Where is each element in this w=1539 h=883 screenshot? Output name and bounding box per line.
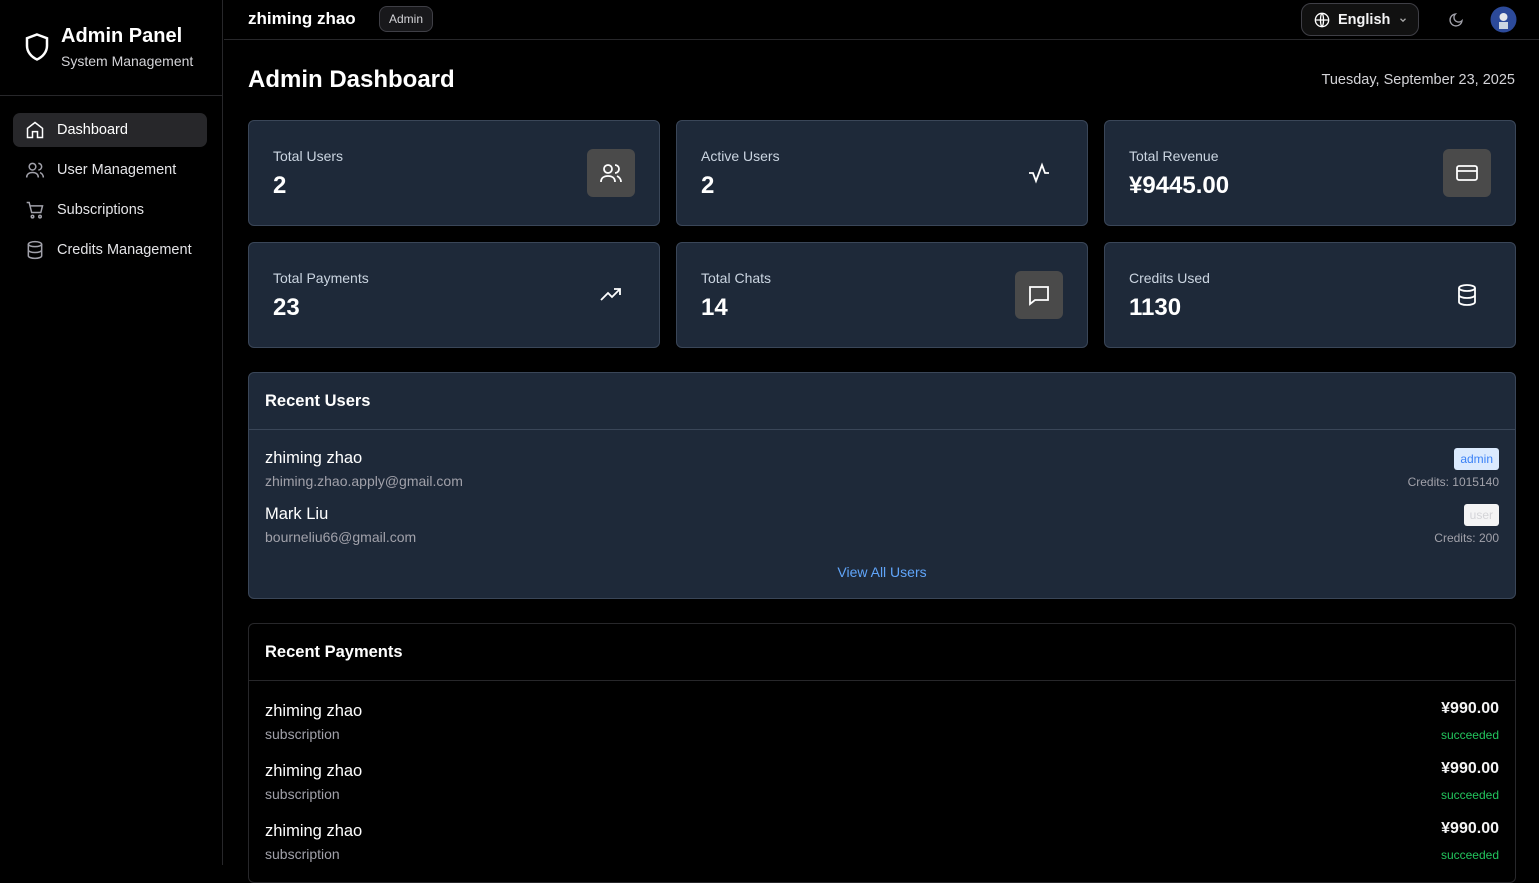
payment-status: succeeded bbox=[1440, 728, 1499, 742]
stat-icon bbox=[1015, 149, 1063, 197]
stat-icon bbox=[587, 271, 635, 319]
stat-icon bbox=[587, 149, 635, 197]
stat-label: Total Chats bbox=[701, 270, 772, 286]
app-subtitle: System Management bbox=[61, 53, 194, 69]
stat-label: Total Payments bbox=[273, 270, 369, 286]
stat-value: 2 bbox=[273, 172, 287, 199]
logo bbox=[25, 33, 49, 61]
divider bbox=[0, 95, 223, 96]
payment-type: subscription bbox=[265, 846, 340, 862]
stat-card: Total Users 2 bbox=[248, 120, 660, 226]
view-all-link[interactable]: View All Users bbox=[837, 564, 927, 580]
sidebar: Admin Panel System Management Dashboard … bbox=[0, 0, 223, 865]
stat-value: 23 bbox=[273, 294, 300, 321]
nav-label: Credits Management bbox=[57, 242, 192, 258]
payment-status: succeeded bbox=[1440, 788, 1499, 802]
payment-user: zhiming zhao bbox=[265, 702, 363, 720]
stat-card: Total Payments 23 bbox=[248, 242, 660, 348]
topbar: zhiming zhao Admin English bbox=[224, 0, 1539, 40]
recent-users-card: Recent Users zhiming zhao zhiming.zhao.a… bbox=[248, 372, 1516, 599]
stat-card: Credits Used 1130 bbox=[1104, 242, 1516, 348]
stat-icon bbox=[1015, 271, 1063, 319]
payment-amount: ¥990.00 bbox=[1441, 820, 1499, 837]
nav-item[interactable]: Credits Management bbox=[13, 233, 207, 267]
payment-amount: ¥990.00 bbox=[1441, 760, 1499, 777]
stat-value: 14 bbox=[701, 294, 728, 321]
stat-value: 1130 bbox=[1129, 294, 1182, 321]
app-title: Admin Panel bbox=[61, 25, 183, 47]
avatar[interactable] bbox=[1490, 6, 1517, 33]
nav-label: Dashboard bbox=[57, 122, 128, 138]
role-badge: admin bbox=[1454, 448, 1499, 470]
user-credits: Credits: 200 bbox=[1434, 531, 1499, 545]
nav-item[interactable]: User Management bbox=[13, 153, 207, 187]
user-credits: Credits: 1015140 bbox=[1407, 475, 1499, 489]
stat-label: Total Users bbox=[273, 148, 344, 164]
stat-icon bbox=[1443, 149, 1491, 197]
nav-item[interactable]: Subscriptions bbox=[13, 193, 207, 227]
nav-label: User Management bbox=[57, 162, 177, 178]
role-badge: Admin bbox=[379, 6, 433, 32]
stat-value: 2 bbox=[701, 172, 715, 199]
theme-toggle[interactable] bbox=[1448, 12, 1464, 28]
payment-type: subscription bbox=[265, 786, 340, 802]
stat-card: Active Users 2 bbox=[676, 120, 1088, 226]
stat-label: Active Users bbox=[701, 148, 780, 164]
header-user: zhiming zhao bbox=[248, 9, 356, 28]
user-email: bourneliu66@gmail.com bbox=[265, 529, 417, 545]
stat-label: Credits Used bbox=[1129, 270, 1210, 286]
stat-icon bbox=[1443, 271, 1491, 319]
payment-user: zhiming zhao bbox=[265, 762, 363, 780]
language-select[interactable]: English bbox=[1301, 3, 1419, 36]
payment-user: zhiming zhao bbox=[265, 822, 363, 840]
card-title: Recent Users bbox=[265, 392, 371, 410]
card-title: Recent Payments bbox=[265, 643, 403, 661]
nav-item[interactable]: Dashboard bbox=[13, 113, 207, 147]
payment-status: succeeded bbox=[1440, 848, 1499, 862]
stat-label: Total Revenue bbox=[1129, 148, 1219, 164]
user-email: zhiming.zhao.apply@gmail.com bbox=[265, 473, 463, 489]
page-title: Admin Dashboard bbox=[248, 66, 455, 93]
stat-card: Total Revenue ¥9445.00 bbox=[1104, 120, 1516, 226]
stat-value: ¥9445.00 bbox=[1129, 172, 1230, 199]
role-badge: user bbox=[1463, 504, 1499, 526]
user-name: zhiming zhao bbox=[265, 449, 363, 467]
recent-payments-card: Recent Payments zhiming zhao subscriptio… bbox=[248, 623, 1516, 883]
payment-amount: ¥990.00 bbox=[1441, 700, 1499, 717]
language-label: English bbox=[1338, 11, 1391, 28]
divider bbox=[249, 429, 1515, 430]
payment-type: subscription bbox=[265, 726, 340, 742]
divider bbox=[249, 680, 1515, 681]
date: Tuesday, September 23, 2025 bbox=[1321, 72, 1515, 88]
nav-label: Subscriptions bbox=[57, 202, 145, 218]
stat-card: Total Chats 14 bbox=[676, 242, 1088, 348]
user-name: Mark Liu bbox=[265, 505, 329, 523]
